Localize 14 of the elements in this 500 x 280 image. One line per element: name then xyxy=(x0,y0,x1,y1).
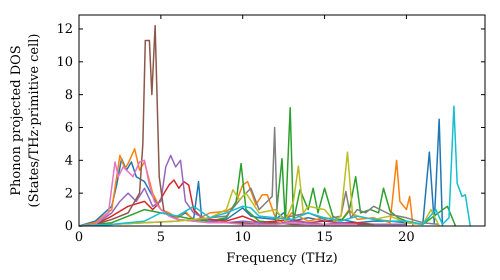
y-tick-label: 12 xyxy=(56,22,73,38)
y-tick-label: 8 xyxy=(64,88,73,103)
x-tick-label: 20 xyxy=(398,230,415,246)
y-tick-label: 6 xyxy=(64,120,73,136)
x-axis-title: Frequency (THz) xyxy=(226,251,338,266)
y-tick-label: 4 xyxy=(64,153,73,168)
x-tick-label: 10 xyxy=(234,230,251,246)
y-tick-label: 0 xyxy=(64,219,73,234)
y-tick-label: 10 xyxy=(56,54,73,70)
x-tick-label: 15 xyxy=(316,230,333,246)
y-axis-title: Phonon projected DOS (States/THz·primitive cell) xyxy=(9,33,42,208)
y-tick-label: 2 xyxy=(64,186,73,202)
x-tick-label: 0 xyxy=(74,230,84,246)
x-tick-label: 5 xyxy=(156,230,165,246)
